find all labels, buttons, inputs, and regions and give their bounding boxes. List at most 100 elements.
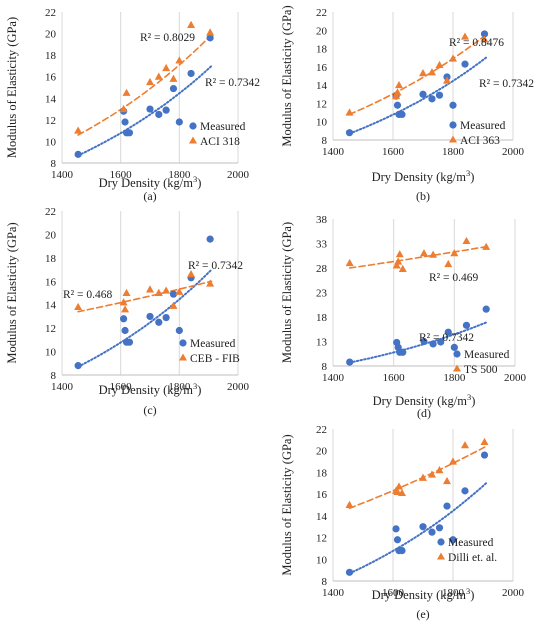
y-tick-label: 22	[316, 7, 327, 19]
y-tick-label: 20	[316, 446, 328, 458]
x-tick-label: 1400	[322, 372, 345, 384]
y-tick-label: 13	[316, 337, 328, 349]
r2-label: R² = 0.8029	[140, 32, 195, 44]
legend-label: Measured	[190, 338, 236, 350]
data-point-measured	[125, 338, 134, 346]
legend-marker-predicted	[437, 552, 445, 560]
data-point-measured	[428, 528, 436, 536]
chart-panel: 1400 1600 1800 2000 8 10 12 14 16 18 20 22 Dry Densi…	[5, 207, 250, 417]
y-tick-label: 16	[316, 62, 328, 74]
data-point-predicted	[449, 457, 457, 465]
data-point-predicted	[169, 74, 178, 82]
data-point-predicted	[119, 298, 128, 306]
legend-label: TS 500	[464, 364, 498, 376]
y-tick-label: 28	[316, 263, 328, 275]
legend-marker-measured	[453, 350, 461, 358]
data-point-measured	[206, 34, 214, 42]
x-tick-label: 1400	[322, 146, 345, 158]
y-tick-label: 22	[45, 207, 56, 218]
data-point-predicted	[419, 473, 427, 481]
x-tick-label: 1800	[168, 381, 191, 393]
legend-marker-predicted	[179, 353, 187, 361]
y-tick-label: 16	[45, 276, 57, 288]
y-tick-label: 20	[45, 29, 57, 41]
data-point-measured	[480, 451, 489, 459]
x-tick-label: 1600	[382, 587, 405, 599]
x-tick-label: 2000	[502, 587, 525, 599]
data-point-predicted	[146, 285, 154, 293]
data-point-predicted	[74, 126, 83, 134]
y-axis-title: Modulus of Elasticity (GPa)	[5, 222, 19, 363]
panel-label: (d)	[417, 406, 431, 420]
data-point-predicted	[449, 54, 457, 62]
data-point-measured	[120, 315, 128, 323]
y-axis-title: Modulus of Elasticity (GPa)	[280, 434, 294, 575]
data-point-measured	[398, 110, 406, 118]
y-tick-label: 18	[45, 253, 57, 265]
data-point-predicted	[393, 88, 402, 96]
legend: Measured ACI 363	[449, 120, 506, 147]
data-point-measured	[206, 235, 214, 243]
data-point-predicted	[428, 470, 436, 478]
y-tick-label: 8	[322, 361, 328, 373]
legend-marker-measured	[179, 339, 187, 347]
data-point-predicted	[122, 288, 131, 296]
y-axis-title: Modulus of Elasticity (GPa)	[280, 5, 294, 146]
y-tick-label: 10	[316, 554, 328, 566]
y-axis-title: Modulus of Elasticity (GPa)	[5, 17, 19, 158]
y-tick-label: 18	[316, 467, 328, 479]
data-point-measured	[449, 536, 457, 544]
data-point-predicted	[121, 305, 130, 313]
data-point-predicted	[162, 63, 171, 72]
x-tick-label: 2000	[227, 169, 250, 181]
data-point-predicted	[419, 69, 427, 77]
panel-label: (a)	[143, 189, 156, 203]
data-point-measured	[461, 487, 469, 495]
data-point-measured	[393, 536, 402, 544]
data-point-measured	[443, 502, 451, 510]
y-tick-label: 10	[45, 347, 57, 359]
data-point-predicted	[146, 77, 154, 86]
data-point-measured	[392, 525, 400, 533]
data-point-predicted	[345, 108, 354, 116]
legend: Measured TS 500	[453, 349, 510, 376]
x-axis-title: Dry Density (kg/m3)	[372, 586, 475, 602]
x-axis-title: Dry Density (kg/m3)	[99, 381, 202, 397]
data-point-measured	[146, 312, 154, 321]
data-point-predicted	[435, 60, 444, 69]
data-point-predicted	[345, 258, 354, 267]
data-point-measured	[175, 326, 183, 335]
data-point-predicted	[162, 286, 171, 294]
data-point-measured	[435, 524, 444, 532]
data-point-predicted	[428, 68, 436, 76]
panel-label: (e)	[416, 607, 429, 621]
y-tick-label: 14	[45, 93, 57, 105]
y-tick-label: 10	[316, 117, 328, 129]
data-point-measured	[429, 340, 437, 348]
data-point-predicted	[74, 302, 83, 311]
x-tick-label: 2000	[227, 381, 250, 393]
legend-label: Measured	[200, 121, 246, 133]
x-tick-label: 1800	[168, 169, 191, 181]
data-point-predicted	[392, 261, 401, 269]
legend-label: CEB - FIB	[190, 353, 240, 365]
r2-label: R² = 0.468	[63, 289, 112, 301]
y-tick-label: 22	[316, 425, 327, 436]
data-point-predicted	[443, 476, 451, 485]
data-point-measured	[345, 568, 354, 576]
y-tick-label: 8	[322, 135, 328, 147]
legend-label: ACI 363	[460, 135, 500, 147]
data-point-predicted	[450, 249, 459, 257]
r2-label: R² = 0.7342	[479, 78, 534, 90]
x-tick-label: 1400	[322, 587, 345, 599]
y-tick-label: 20	[316, 25, 328, 37]
y-tick-label: 12	[45, 323, 56, 335]
data-point-predicted	[393, 487, 402, 495]
data-point-predicted	[444, 259, 453, 268]
panel-label: (c)	[143, 403, 156, 417]
chart-panel: 1400 1600 1800 2000 8 10 12 14 16 18 20 22 Dry Densi…	[280, 425, 525, 621]
data-point-measured	[74, 150, 82, 158]
data-point-predicted	[154, 72, 163, 80]
trendline-predicted	[77, 33, 213, 136]
legend-label: Measured	[464, 349, 510, 361]
